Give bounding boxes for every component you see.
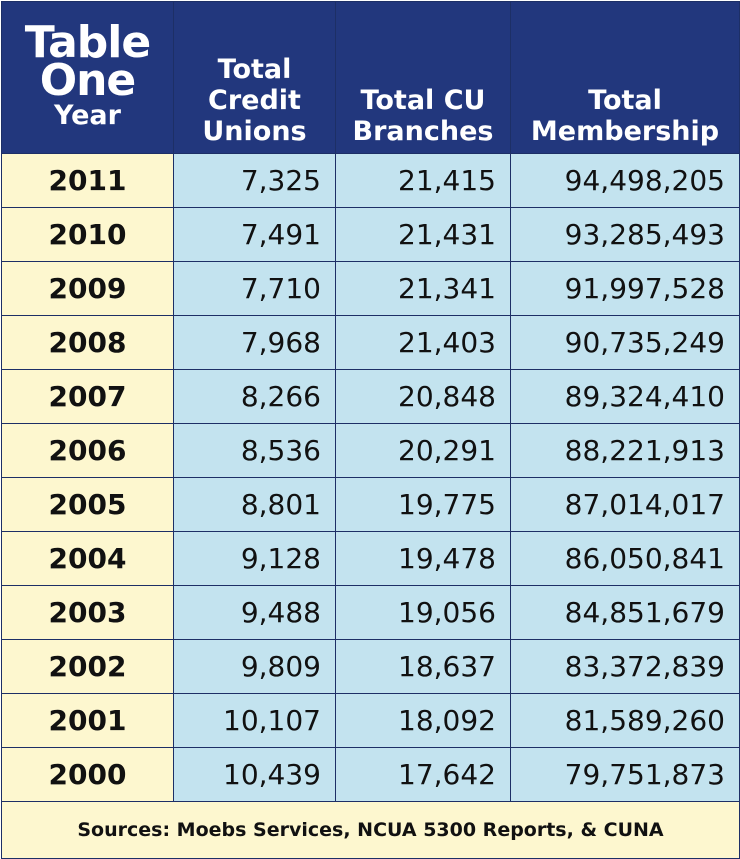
credit-unions-column-header: Total Credit Unions bbox=[173, 1, 336, 154]
membership-column-header: Total Membership bbox=[510, 1, 740, 154]
credit-unions-cell: 9,128 bbox=[173, 531, 336, 586]
membership-cell: 86,050,841 bbox=[510, 531, 740, 586]
year-cell: 2008 bbox=[1, 315, 174, 370]
membership-cell: 89,324,410 bbox=[510, 369, 740, 424]
branches-cell: 19,478 bbox=[335, 531, 511, 586]
credit-unions-cell: 7,710 bbox=[173, 261, 336, 316]
credit-unions-cell: 9,488 bbox=[173, 585, 336, 640]
branches-cell: 20,848 bbox=[335, 369, 511, 424]
membership-cell: 93,285,493 bbox=[510, 207, 740, 262]
credit-unions-cell: 8,266 bbox=[173, 369, 336, 424]
membership-cell: 94,498,205 bbox=[510, 153, 740, 208]
branches-column-header: Total CU Branches bbox=[335, 1, 511, 154]
year-column-header: Year bbox=[54, 99, 121, 131]
table-row: 2006 8,536 20,291 88,221,913 bbox=[1, 423, 740, 478]
year-cell: 2011 bbox=[1, 153, 174, 208]
source-row: Sources: Moebs Services, NCUA 5300 Repor… bbox=[1, 801, 740, 859]
table-row: 2000 10,439 17,642 79,751,873 bbox=[1, 747, 740, 802]
year-cell: 2007 bbox=[1, 369, 174, 424]
year-cell: 2005 bbox=[1, 477, 174, 532]
year-cell: 2010 bbox=[1, 207, 174, 262]
table-row: 2001 10,107 18,092 81,589,260 bbox=[1, 693, 740, 748]
year-cell: 2003 bbox=[1, 585, 174, 640]
membership-cell: 83,372,839 bbox=[510, 639, 740, 694]
membership-cell: 88,221,913 bbox=[510, 423, 740, 478]
branches-cell: 21,431 bbox=[335, 207, 511, 262]
membership-cell: 87,014,017 bbox=[510, 477, 740, 532]
credit-unions-cell: 9,809 bbox=[173, 639, 336, 694]
table-body: 2011 7,325 21,415 94,498,205 2010 7,491 21,431… bbox=[1, 153, 740, 802]
year-cell: 2006 bbox=[1, 423, 174, 478]
branches-cell: 21,341 bbox=[335, 261, 511, 316]
branches-cell: 18,637 bbox=[335, 639, 511, 694]
table-row: 2010 7,491 21,431 93,285,493 bbox=[1, 207, 740, 262]
branches-cell: 18,092 bbox=[335, 693, 511, 748]
credit-unions-cell: 10,439 bbox=[173, 747, 336, 802]
credit-unions-cell: 7,491 bbox=[173, 207, 336, 262]
table-row: 2004 9,128 19,478 86,050,841 bbox=[1, 531, 740, 586]
membership-cell: 79,751,873 bbox=[510, 747, 740, 802]
table-row: 2005 8,801 19,775 87,014,017 bbox=[1, 477, 740, 532]
year-cell: 2000 bbox=[1, 747, 174, 802]
credit-unions-cell: 7,968 bbox=[173, 315, 336, 370]
year-cell: 2002 bbox=[1, 639, 174, 694]
branches-cell: 20,291 bbox=[335, 423, 511, 478]
credit-unions-cell: 10,107 bbox=[173, 693, 336, 748]
membership-cell: 91,997,528 bbox=[510, 261, 740, 316]
credit-unions-cell: 8,536 bbox=[173, 423, 336, 478]
branches-cell: 21,415 bbox=[335, 153, 511, 208]
table-title-cell: Table One Year bbox=[1, 1, 174, 154]
membership-cell: 84,851,679 bbox=[510, 585, 740, 640]
table-title-line-2: One bbox=[39, 54, 137, 106]
credit-unions-cell: 7,325 bbox=[173, 153, 336, 208]
branches-cell: 21,403 bbox=[335, 315, 511, 370]
year-cell: 2009 bbox=[1, 261, 174, 316]
branches-cell: 17,642 bbox=[335, 747, 511, 802]
table-row: 2008 7,968 21,403 90,735,249 bbox=[1, 315, 740, 370]
branches-cell: 19,775 bbox=[335, 477, 511, 532]
year-cell: 2004 bbox=[1, 531, 174, 586]
table-title-line-1: Table bbox=[24, 16, 151, 68]
credit-unions-cell: 8,801 bbox=[173, 477, 336, 532]
branches-cell: 19,056 bbox=[335, 585, 511, 640]
header-row: Table One Year Total Credit Unions Total… bbox=[1, 1, 740, 154]
table-row: 2007 8,266 20,848 89,324,410 bbox=[1, 369, 740, 424]
table-row: 2011 7,325 21,415 94,498,205 bbox=[1, 153, 740, 208]
table-row: 2003 9,488 19,056 84,851,679 bbox=[1, 585, 740, 640]
table-row: 2002 9,809 18,637 83,372,839 bbox=[1, 639, 740, 694]
membership-cell: 81,589,260 bbox=[510, 693, 740, 748]
membership-cell: 90,735,249 bbox=[510, 315, 740, 370]
table-row: 2009 7,710 21,341 91,997,528 bbox=[1, 261, 740, 316]
source-note: Sources: Moebs Services, NCUA 5300 Repor… bbox=[1, 801, 740, 859]
year-cell: 2001 bbox=[1, 693, 174, 748]
